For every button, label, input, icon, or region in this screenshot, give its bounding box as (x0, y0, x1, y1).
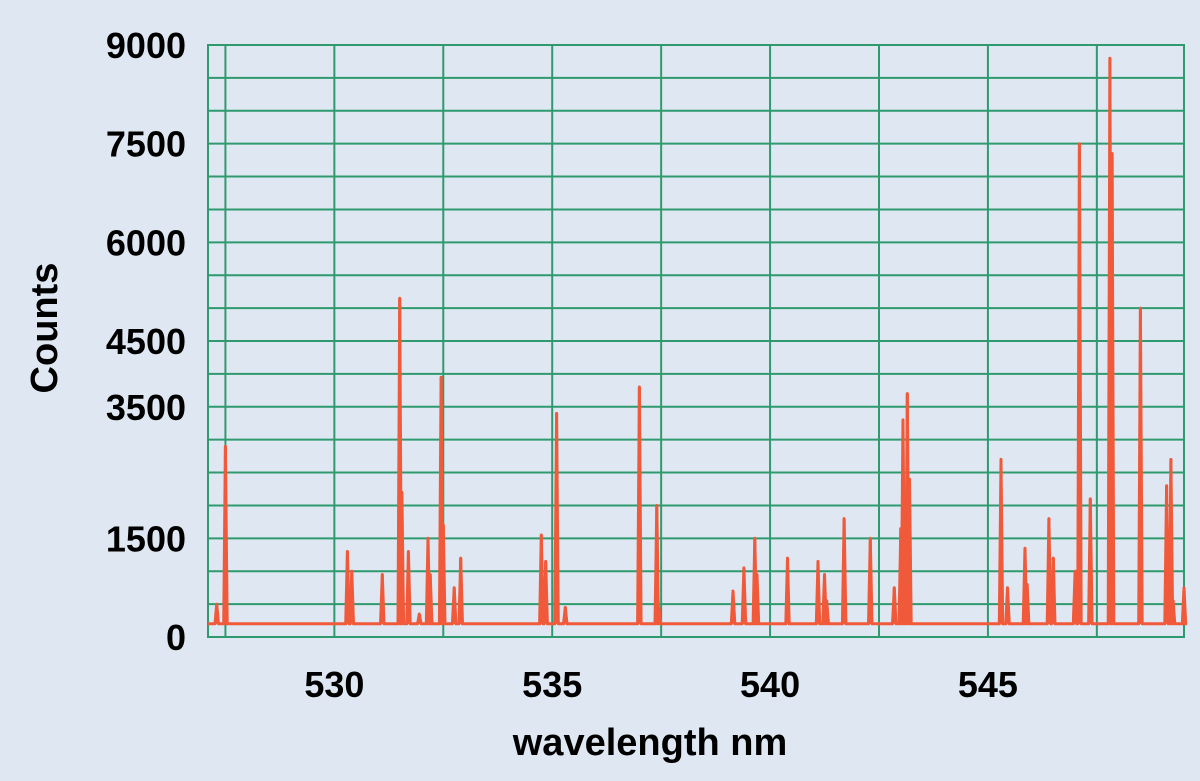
y-tick-label: 3500 (106, 387, 186, 428)
x-tick-label: 540 (740, 664, 800, 705)
x-tick-label: 545 (958, 664, 1018, 705)
y-tick-label: 6000 (106, 222, 186, 263)
y-tick-label: 4500 (106, 321, 186, 362)
y-axis-title: Counts (24, 263, 66, 394)
x-tick-label: 535 (522, 664, 582, 705)
y-tick-label: 7500 (106, 124, 186, 165)
x-tick-label: 530 (304, 664, 364, 705)
y-tick-label: 9000 (106, 25, 186, 66)
y-tick-label: 0 (166, 617, 186, 658)
y-tick-label: 1500 (106, 518, 186, 559)
plot-frame (207, 44, 1185, 638)
x-axis-title: wavelength nm (512, 722, 788, 764)
